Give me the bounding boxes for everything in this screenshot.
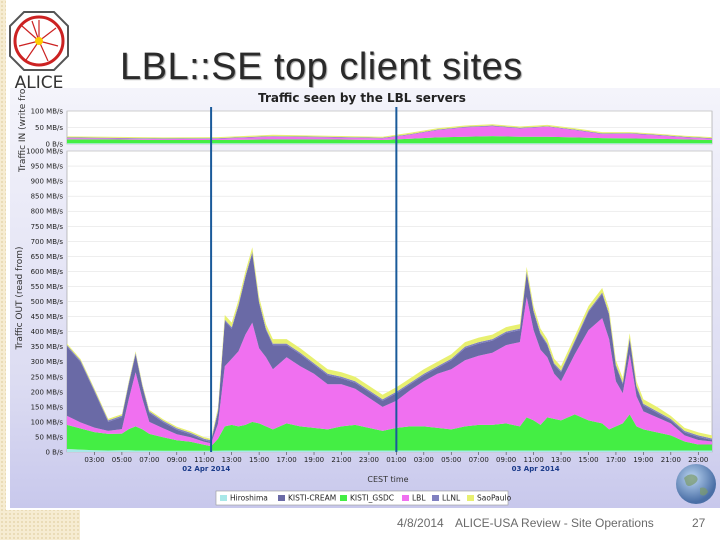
bottom-panel-ytick-label: 550 MB/s [31, 283, 64, 291]
x-axis-label: CEST time [367, 475, 408, 484]
globe-icon [676, 464, 716, 504]
in-area-lbl [67, 126, 712, 140]
in-area-kisti-gsdc [67, 136, 712, 144]
page-number: 27 [692, 516, 706, 530]
x-tick-label: 09:00 [167, 456, 187, 464]
x-tick-label: 13:00 [222, 456, 242, 464]
x-tick-label: 01:00 [386, 456, 406, 464]
x-tick-label: 03:00 [414, 456, 434, 464]
bottom-panel-ytick-label: 750 MB/s [31, 223, 64, 231]
bottom-panel-ylabel: Traffic OUT (read from) [15, 246, 25, 350]
bottom-panel-ytick-label: 300 MB/s [31, 358, 64, 366]
legend-box [215, 490, 509, 506]
bottom-panel-ytick-label: 600 MB/s [31, 268, 64, 276]
x-tick-label: 17:00 [606, 456, 626, 464]
x-tick-label: 19:00 [304, 456, 324, 464]
slide-title: LBL::SE top client sites [120, 46, 523, 88]
x-tick-label: 03:00 [84, 456, 104, 464]
legend-entry: LLNL [442, 494, 461, 503]
bottom-panel-ytick-label: 250 MB/s [31, 373, 64, 381]
x-tick-label: 09:00 [496, 456, 516, 464]
legend-swatch [432, 495, 439, 501]
bottom-panel-ytick-label: 950 MB/s [31, 163, 64, 171]
footer-text: ALICE-USA Review - Site Operations [455, 516, 654, 530]
bottom-panel-ytick-label: 900 MB/s [31, 178, 64, 186]
out-area-kisti-gsdc [67, 414, 712, 451]
top-panel-ytick-label: 100 MB/s [31, 108, 64, 116]
x-tick-label: 13:00 [551, 456, 571, 464]
top-panel-ytick-label: 50 MB/s [35, 124, 63, 132]
bottom-panel-ytick-label: 500 MB/s [31, 298, 64, 306]
bottom-panel-ytick-label: 400 MB/s [31, 328, 64, 336]
bottom-panel-ytick-label: 350 MB/s [31, 343, 64, 351]
bottom-panel-ytick-label: 800 MB/s [31, 208, 64, 216]
in-area-hiroshima [67, 143, 712, 144]
legend-entry: KISTI_GSDC [350, 494, 394, 503]
top-panel-ylabel: Traffic IN (write fro [18, 88, 28, 173]
legend-swatch [340, 495, 347, 501]
x-tick-label: 19:00 [633, 456, 653, 464]
x-tick-label: 23:00 [359, 456, 379, 464]
legend-swatch [220, 495, 227, 501]
x-date-label: 03 Apr 2014 [512, 465, 560, 473]
bottom-panel-ytick-label: 450 MB/s [31, 313, 64, 321]
legend-swatch [402, 495, 409, 501]
bottom-panel-ytick-label: 1000 MB/s [26, 148, 63, 156]
bottom-panel-ytick-label: 100 MB/s [31, 418, 64, 426]
x-tick-label: 11:00 [524, 456, 544, 464]
x-date-label: 02 Apr 2014 [182, 465, 230, 473]
x-tick-label: 11:00 [194, 456, 214, 464]
x-tick-label: 05:00 [441, 456, 461, 464]
out-area-lbl [67, 297, 712, 447]
legend-entry: KISTI-CREAM [288, 494, 336, 503]
x-tick-label: 07:00 [469, 456, 489, 464]
legend-swatch [278, 495, 285, 501]
x-tick-label: 05:00 [112, 456, 132, 464]
top-panel-ytick-label: 0 B/s [46, 141, 64, 149]
bottom-panel-ytick-label: 700 MB/s [31, 238, 64, 246]
x-tick-label: 15:00 [578, 456, 598, 464]
bottom-panel-ytick-label: 0 B/s [46, 449, 64, 457]
bottom-panel-ytick-label: 150 MB/s [31, 403, 64, 411]
bottom-panel-ytick-label: 50 MB/s [35, 433, 63, 441]
footer-date: 4/8/2014 [397, 516, 444, 530]
x-tick-label: 07:00 [139, 456, 159, 464]
x-tick-label: 23:00 [688, 456, 708, 464]
bottom-panel-ytick-label: 200 MB/s [31, 388, 64, 396]
x-tick-label: 15:00 [249, 456, 269, 464]
bottom-panel-ytick-label: 850 MB/s [31, 193, 64, 201]
legend-entry: LBL [412, 494, 426, 503]
x-tick-label: 21:00 [331, 456, 351, 464]
legend-entry: SaoPaulo [477, 494, 512, 503]
x-tick-label: 21:00 [661, 456, 681, 464]
alice-logo: ALICE [9, 11, 69, 93]
legend-entry: Hiroshima [230, 494, 268, 503]
bottom-panel-ytick-label: 650 MB/s [31, 253, 64, 261]
chart-title: Traffic seen by the LBL servers [258, 91, 466, 105]
legend-swatch [467, 495, 474, 501]
x-tick-label: 17:00 [276, 456, 296, 464]
